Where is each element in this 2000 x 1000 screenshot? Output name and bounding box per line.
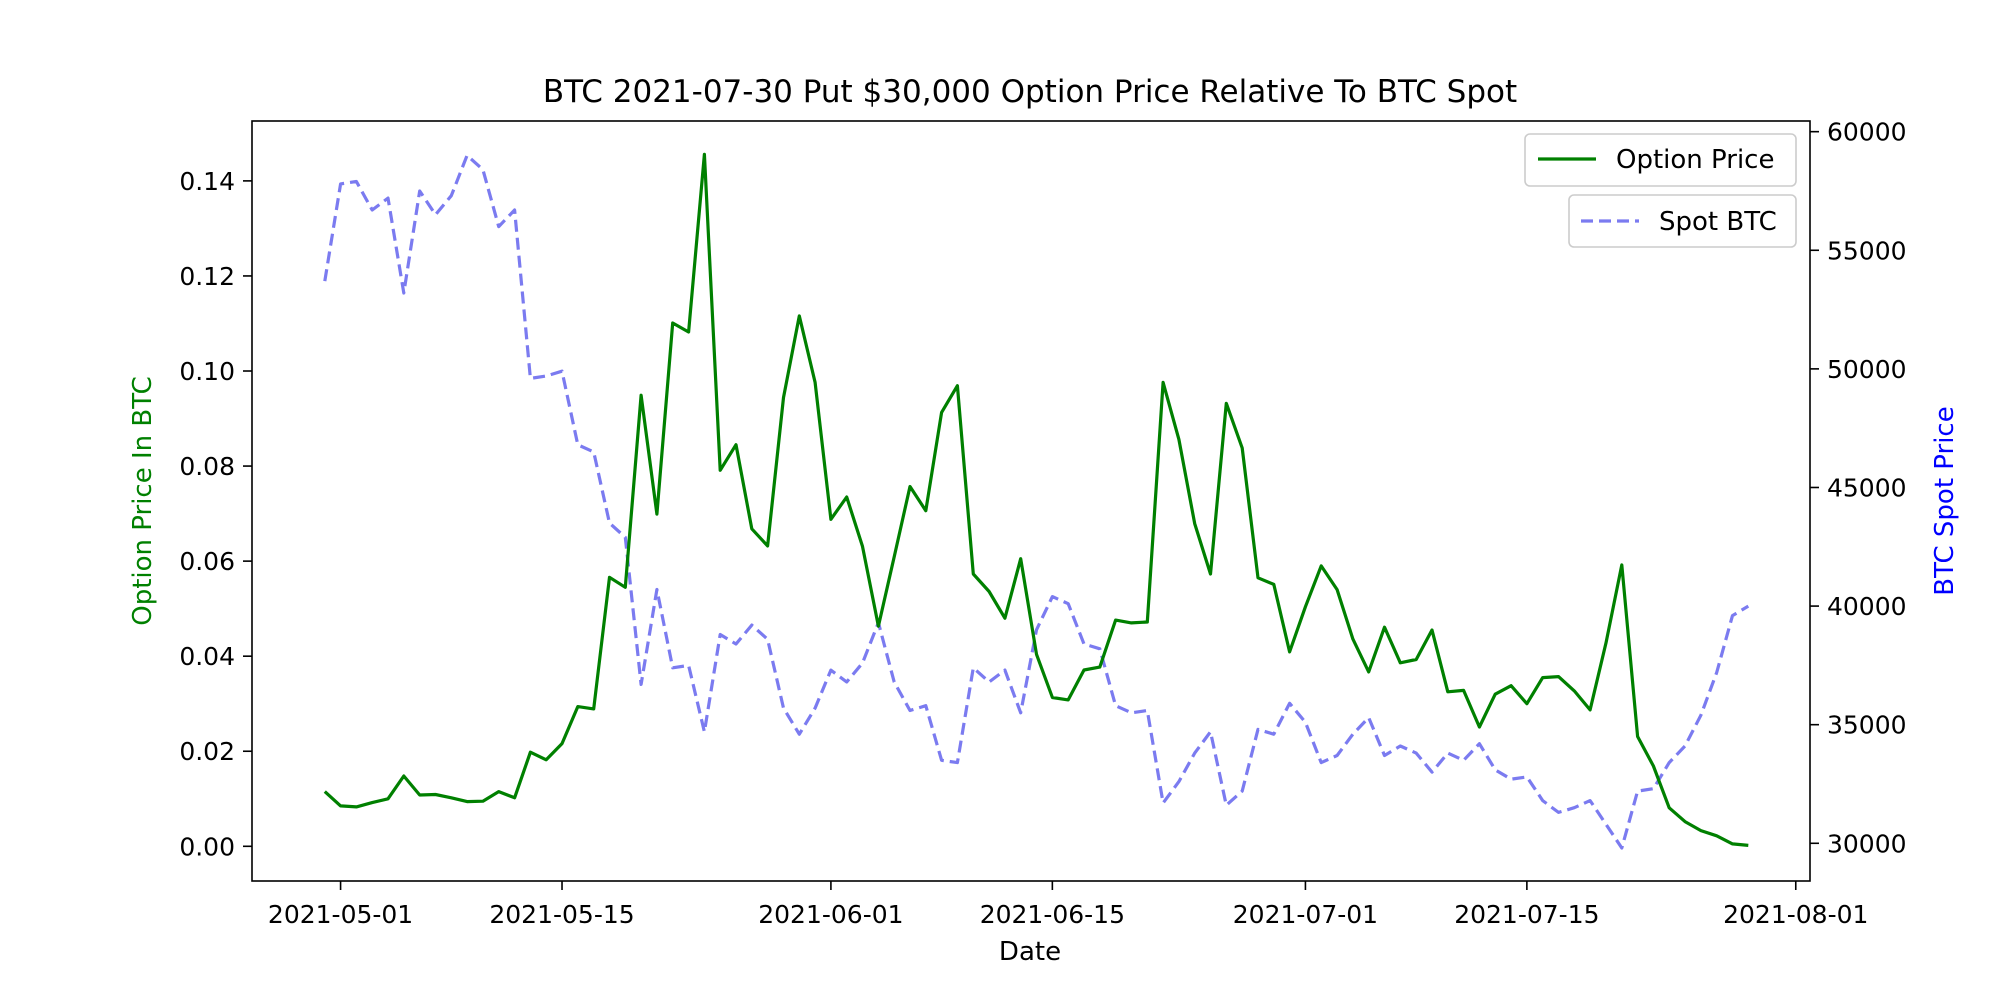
- legend-spot-label: Spot BTC: [1659, 207, 1777, 237]
- plot-frame: [251, 120, 1811, 882]
- x-tick-label: 2021-06-01: [758, 900, 903, 929]
- y-left-tick-label: 0.14: [179, 167, 235, 196]
- x-tick-label: 2021-07-15: [1454, 900, 1599, 929]
- y-right-tick-label: 45000: [1827, 473, 1907, 502]
- spot-btc-line: [323, 153, 1750, 850]
- chart-title: BTC 2021-07-30 Put $30,000 Option Price …: [543, 74, 1517, 110]
- option-price-line: [323, 152, 1749, 847]
- y-right-tick-label: 50000: [1827, 355, 1907, 384]
- legend-option-price: Option Price: [1524, 133, 1797, 187]
- y-left-tick-label: 0.00: [179, 832, 235, 861]
- x-tick-label: 2021-07-01: [1233, 900, 1378, 929]
- x-tick-label: 2021-05-15: [489, 900, 634, 929]
- y-left-tick-label: 0.10: [179, 357, 235, 386]
- y-axis-left: 0.00 0.02 0.04 0.06 0.08 0.10 0.12 0.14: [179, 167, 252, 861]
- legend-spot-box: [1568, 194, 1797, 248]
- y-axis-left-title: Option Price In BTC: [128, 376, 158, 626]
- x-axis-title: Date: [999, 937, 1061, 967]
- y-right-tick-label: 55000: [1827, 236, 1907, 265]
- spot-btc-series: [323, 153, 1750, 850]
- y-right-tick-label: 30000: [1827, 829, 1907, 858]
- plot-area: [251, 120, 1811, 882]
- legend-option-label: Option Price: [1616, 145, 1774, 175]
- y-axis-right-title: BTC Spot Price: [1930, 406, 1960, 595]
- y-left-tick-label: 0.02: [179, 737, 235, 766]
- legend-option-box: [1524, 133, 1797, 187]
- y-left-tick-label: 0.08: [179, 452, 235, 481]
- y-axis-right: 30000 35000 40000 45000 50000 55000 60000: [1810, 118, 1907, 858]
- y-left-tick-label: 0.12: [179, 262, 235, 291]
- option-price-series: [323, 152, 1749, 847]
- y-left-tick-label: 0.04: [179, 642, 235, 671]
- y-right-tick-label: 40000: [1827, 592, 1907, 621]
- x-tick-label: 2021-08-01: [1723, 900, 1868, 929]
- x-tick-label: 2021-05-01: [268, 900, 413, 929]
- y-right-tick-label: 35000: [1827, 711, 1907, 740]
- x-axis: 2021-05-01 2021-05-15 2021-06-01 2021-06-15…: [268, 881, 1868, 929]
- y-right-tick-label: 60000: [1827, 118, 1907, 147]
- x-tick-label: 2021-06-15: [980, 900, 1125, 929]
- legend-spot-btc: Spot BTC: [1568, 194, 1797, 248]
- y-left-tick-label: 0.06: [179, 547, 235, 576]
